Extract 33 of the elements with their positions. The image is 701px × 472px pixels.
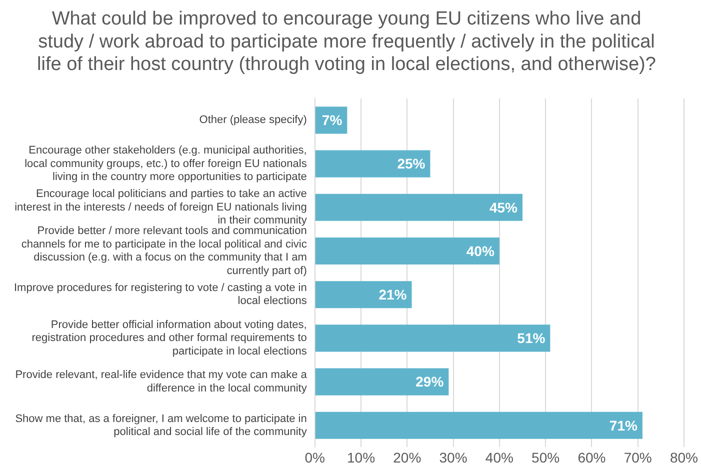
y-tick-label: Encourage local politicians and parties to take an active interest in the interests / needs of foreign EU nationals living in their community [14, 188, 308, 227]
x-tick-label: 20% [393, 449, 422, 466]
data-label: 21% [378, 286, 408, 302]
bar [315, 324, 550, 352]
bar [315, 150, 430, 178]
bar [315, 194, 522, 221]
y-tick-label: Improve procedures for registering to vote / casting a vote in local elections [14, 282, 308, 308]
x-tick-label: 70% [624, 449, 652, 466]
data-label: 45% [489, 199, 518, 216]
bar [315, 237, 500, 265]
y-tick-label: Show me that, as a foreigner, I am welcome to participate in political and social life of the community [15, 412, 308, 438]
y-tick-label: Other (please specify) [199, 114, 307, 126]
chart-title: What could be improved to encourage young EU citizens who live and study / work abroad to participate more frequently / actively in the political life of their host country (through voting in local elections, and otherwise)? [37, 8, 656, 76]
y-tick-label: Provide better / more relevant tools and communication channels for me to participate in the local political and civic discussion (e.g. with a focus on the community that I am currently part of) [21, 225, 308, 277]
y-tick-label: Provide relevant, real-life evidence that my vote can make a difference in the local community [15, 369, 308, 394]
data-label: 7% [322, 112, 343, 128]
x-tick-label: 10% [346, 449, 376, 466]
x-tick-label: 0% [304, 449, 325, 466]
y-tick-label: Encourage other stakeholders (e.g. municipal authorities, local community groups, etc.) to offer foreign EU nationals living in the country more opportunities to participate [24, 144, 308, 184]
data-label: 71% [609, 417, 638, 434]
bar [315, 368, 449, 396]
bar [315, 281, 412, 308]
x-tick-label: 50% [532, 449, 560, 466]
bar [315, 412, 642, 439]
data-label: 51% [517, 330, 546, 346]
x-tick-label: 60% [578, 449, 606, 466]
y-tick-label: Provide better official information about voting dates, registration procedures and other formal requirements to participate in local elections [32, 319, 308, 358]
data-label: 25% [397, 156, 426, 172]
data-label: 40% [466, 242, 495, 259]
x-tick-label: 30% [439, 449, 468, 466]
data-label: 29% [416, 374, 444, 390]
x-tick-label: 40% [485, 449, 514, 466]
x-tick-label: 80% [670, 449, 698, 466]
